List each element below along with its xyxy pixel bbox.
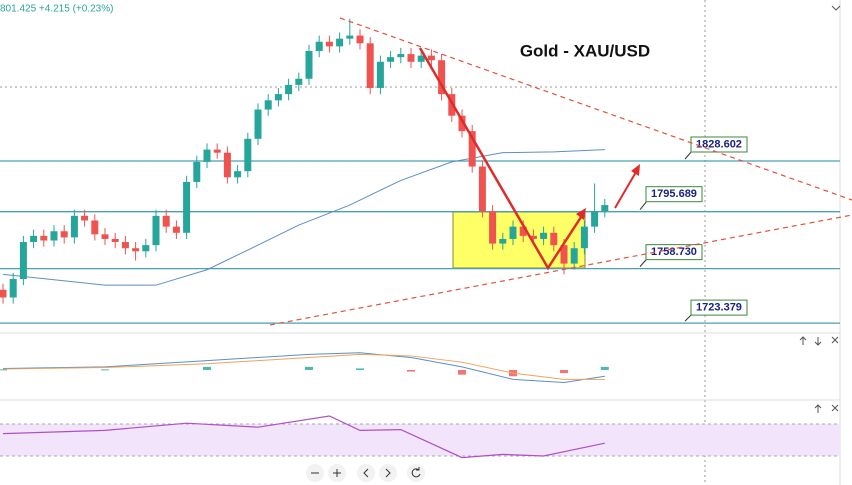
candle-body xyxy=(519,226,527,236)
candle-body xyxy=(50,231,58,241)
macd-histogram-bar xyxy=(305,366,313,370)
candle-body xyxy=(417,55,425,62)
candle-body xyxy=(30,235,38,243)
candle-body xyxy=(356,35,364,44)
candle-body xyxy=(101,234,109,239)
level-label: 1795.689 xyxy=(651,188,697,200)
candle-body xyxy=(468,131,476,167)
panel-controls[interactable] xyxy=(799,336,839,346)
candle-body xyxy=(550,232,558,246)
candle-body xyxy=(193,161,201,182)
macd-histogram-bar xyxy=(458,370,466,375)
candle-body xyxy=(346,35,354,39)
candle-body xyxy=(60,231,68,238)
panel-controls[interactable] xyxy=(814,404,839,413)
reset[interactable] xyxy=(407,464,425,482)
candle-body xyxy=(387,57,395,62)
candle-body xyxy=(366,43,374,88)
candle-body xyxy=(81,215,89,221)
candle-body xyxy=(234,171,242,178)
candle-body xyxy=(223,152,231,178)
macd-histogram-bar xyxy=(356,368,364,370)
candle-body xyxy=(295,78,303,85)
level-label: 1758.730 xyxy=(651,246,697,258)
candle-body xyxy=(91,220,99,235)
candle-body xyxy=(264,100,272,110)
scroll-left[interactable] xyxy=(357,464,375,482)
rsi-band xyxy=(0,424,840,456)
candle-body xyxy=(162,215,170,227)
candle-body xyxy=(315,41,323,51)
candle-body xyxy=(132,248,140,252)
macd-histogram-bar xyxy=(560,370,568,374)
candle-body xyxy=(244,138,252,172)
candle-body xyxy=(19,242,27,280)
candle-body xyxy=(509,226,517,239)
quote: 801.425 +4.215 (+0.23%) xyxy=(0,4,113,15)
candle-body xyxy=(427,55,435,61)
macd-histogram-bar xyxy=(0,369,7,371)
moving-average xyxy=(2,149,605,286)
candle-body xyxy=(478,166,486,212)
candle-body xyxy=(560,245,568,264)
candle-body xyxy=(172,226,180,233)
level-label-box xyxy=(645,244,703,261)
candle-body xyxy=(580,226,588,249)
candle-body xyxy=(121,242,129,249)
candle-body xyxy=(111,238,119,243)
candle-body xyxy=(489,211,497,244)
forecast-arrow xyxy=(614,171,637,209)
candle-body xyxy=(397,54,405,58)
candle-body xyxy=(325,41,333,47)
candle-body xyxy=(336,38,344,47)
arrow-head xyxy=(631,164,640,176)
macd-histogram-bar xyxy=(101,369,109,371)
candle-body xyxy=(529,235,537,239)
macd-histogram-bar xyxy=(600,366,609,370)
level-label-box xyxy=(645,186,703,203)
candle-body xyxy=(40,235,48,241)
candle-body xyxy=(274,94,282,101)
macd-histogram-bar xyxy=(203,366,211,370)
signal-line xyxy=(2,353,605,380)
candle-body xyxy=(499,238,507,244)
chart-title: Gold - XAU/USD xyxy=(520,41,650,60)
candle-body xyxy=(213,149,221,153)
candle-body xyxy=(152,215,160,246)
candle-body xyxy=(285,84,293,95)
candle-body xyxy=(438,60,446,95)
candle-body xyxy=(254,109,262,139)
trend-line xyxy=(339,17,852,201)
candle-body xyxy=(458,115,466,132)
macd-histogram-bar xyxy=(407,370,415,372)
candle-body xyxy=(591,211,599,227)
candle-body xyxy=(601,205,609,212)
scroll-right[interactable] xyxy=(379,464,397,482)
level-label: 1723.379 xyxy=(696,302,742,314)
candle-body xyxy=(540,232,548,239)
candle-body xyxy=(142,245,150,252)
candle-body xyxy=(0,289,7,298)
candle-body xyxy=(376,61,384,88)
collapse-icon[interactable] xyxy=(831,5,841,11)
price-path-arrow xyxy=(418,47,585,271)
arrow-head xyxy=(576,208,586,220)
rsi-line xyxy=(2,415,605,459)
candle-body xyxy=(305,50,313,79)
level-label-box xyxy=(690,299,748,316)
level-label: 1828.602 xyxy=(696,138,742,150)
candle-body xyxy=(407,54,415,62)
candle-body xyxy=(183,181,191,233)
candle-body xyxy=(70,215,78,238)
candle-body xyxy=(9,279,17,298)
candle-body xyxy=(570,248,578,264)
candle-body xyxy=(203,149,211,162)
navigation-bar xyxy=(306,464,425,482)
